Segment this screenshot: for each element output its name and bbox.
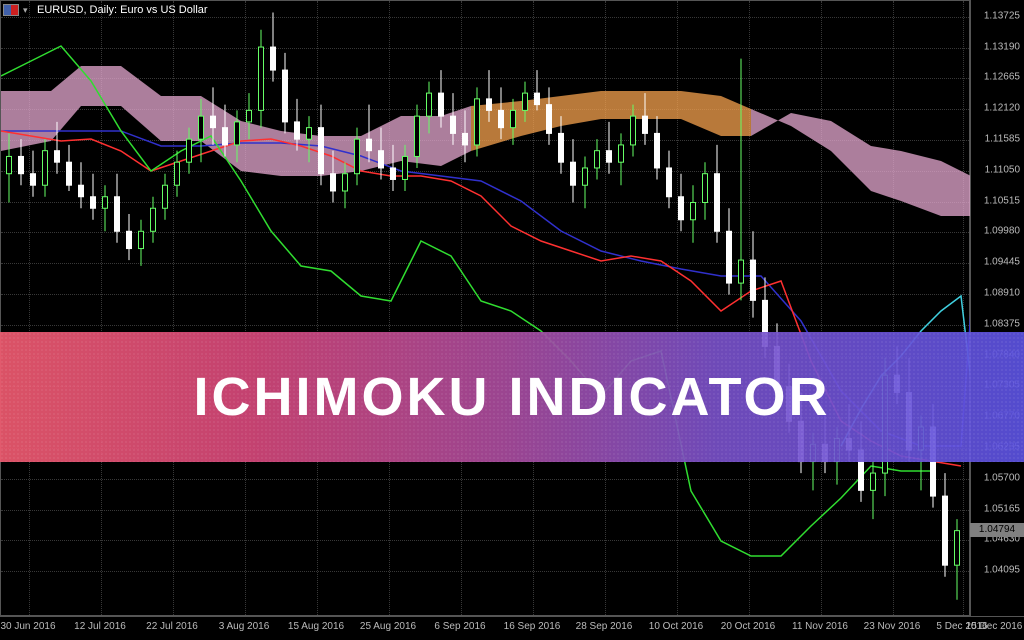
symbol-title: EURUSD, Daily: Euro vs US Dollar: [37, 4, 208, 16]
y-tick-label: 1.09980: [984, 226, 1020, 237]
chart-header: ▾ EURUSD, Daily: Euro vs US Dollar: [1, 1, 208, 19]
y-tick-label: 1.11585: [985, 134, 1020, 145]
x-tick-label: 16 Sep 2016: [504, 621, 561, 632]
x-tick-label: 30 Jun 2016: [0, 621, 55, 632]
y-tick-label: 1.13725: [984, 10, 1020, 21]
chart-area[interactable]: ▾ EURUSD, Daily: Euro vs US Dollar: [0, 0, 970, 616]
x-tick-label: 15 Aug 2016: [288, 621, 344, 632]
y-tick-label: 1.12665: [984, 71, 1020, 82]
current-price-marker: 1.04794: [970, 523, 1024, 537]
y-tick-label: 1.13190: [984, 41, 1020, 52]
y-tick-label: 1.12120: [984, 103, 1020, 114]
y-tick-label: 1.05165: [984, 503, 1020, 514]
y-tick-label: 1.08375: [984, 318, 1020, 329]
y-tick-label: 1.04095: [984, 565, 1020, 576]
y-tick-label: 1.10515: [984, 195, 1020, 206]
chart-svg: [1, 1, 971, 617]
x-tick-label: 28 Sep 2016: [576, 621, 633, 632]
symbol-menu-icon[interactable]: ▾: [23, 5, 33, 15]
y-tick-label: 1.11050: [985, 164, 1020, 175]
x-tick-label: 10 Oct 2016: [649, 621, 703, 632]
x-tick-label: 22 Jul 2016: [146, 621, 198, 632]
x-tick-label: 12 Jul 2016: [74, 621, 126, 632]
x-tick-label: 3 Aug 2016: [219, 621, 270, 632]
x-tick-label: 11 Nov 2016: [792, 621, 848, 632]
banner-title: ICHIMOKU INDICATOR: [194, 366, 831, 428]
x-tick-label: 23 Nov 2016: [864, 621, 921, 632]
x-tick-label: 6 Sep 2016: [434, 621, 485, 632]
x-tick-label: 25 Aug 2016: [360, 621, 416, 632]
y-tick-label: 1.09445: [984, 257, 1020, 268]
y-tick-label: 1.08910: [984, 288, 1020, 299]
y-tick-label: 1.05700: [984, 472, 1020, 483]
y-axis: 1.04794 1.13725 1.13190 1.12665 1.12120 1.11…: [970, 0, 1024, 616]
title-banner: ICHIMOKU INDICATOR: [0, 332, 1024, 462]
symbol-flag-icon: [3, 4, 19, 16]
x-tick-label: 20 Oct 2016: [721, 621, 775, 632]
x-axis: 30 Jun 2016 12 Jul 2016 22 Jul 2016 3 Aug 2…: [0, 616, 1024, 640]
x-tick-label: 15 Dec 2016: [966, 621, 1023, 632]
